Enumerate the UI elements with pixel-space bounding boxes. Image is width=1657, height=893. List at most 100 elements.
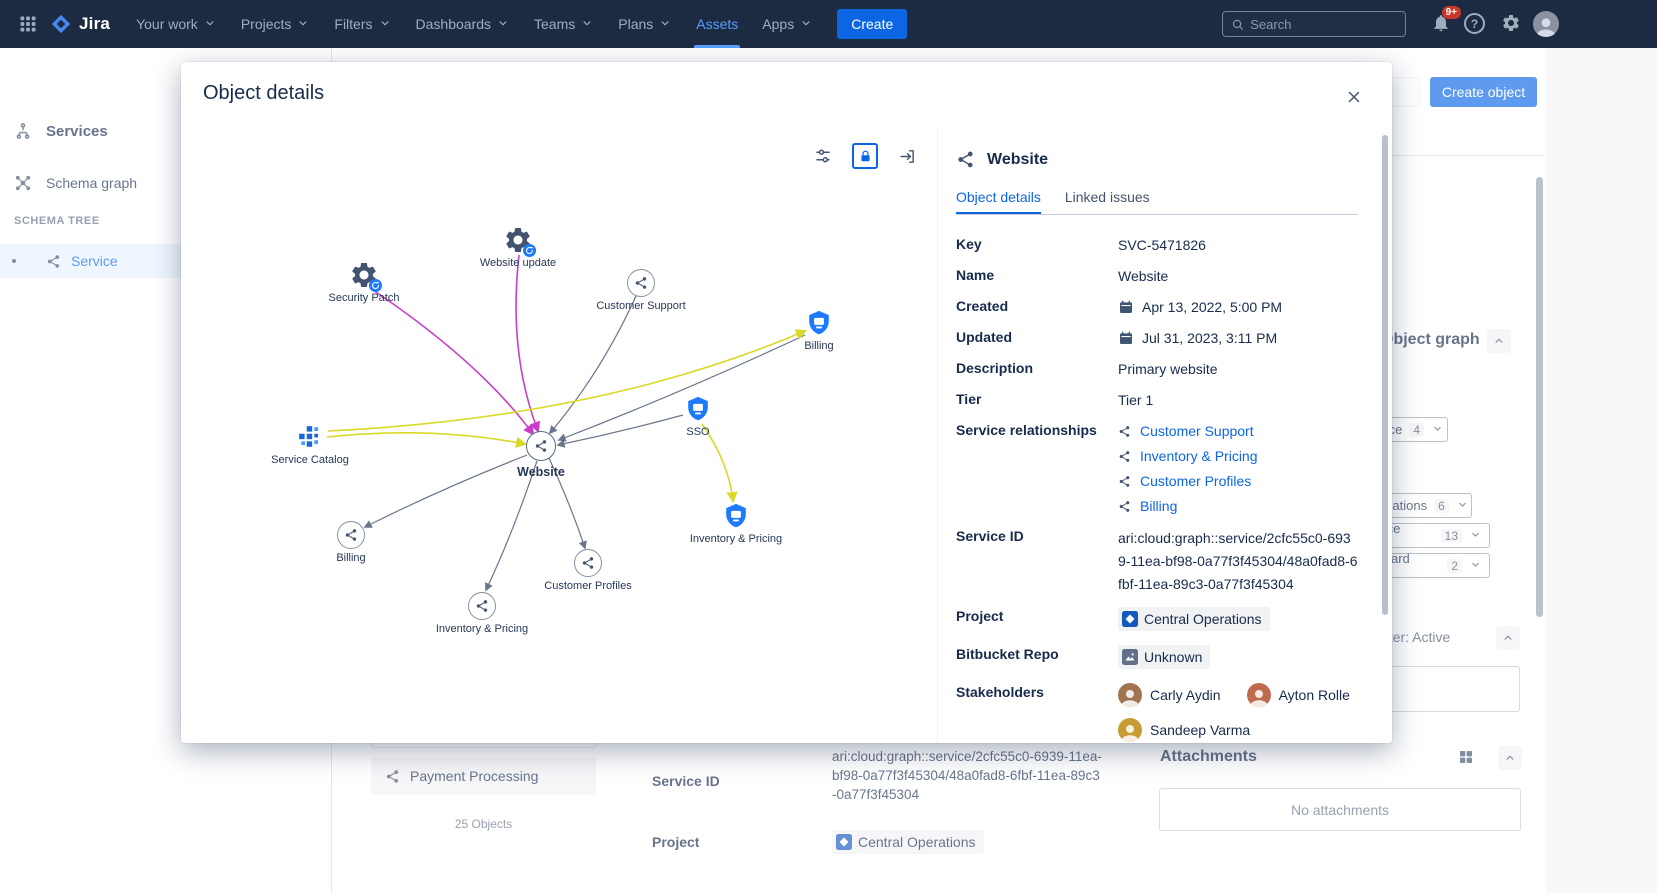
app-switcher-icon[interactable] bbox=[12, 8, 44, 40]
tree-bullet bbox=[12, 259, 16, 263]
graph-node-label: Service Catalog bbox=[271, 454, 349, 466]
schema-tree-section-label: SCHEMA TREE bbox=[14, 215, 100, 227]
tab-linked-issues[interactable]: Linked issues bbox=[1064, 189, 1150, 205]
nav-item-plans[interactable]: Plans bbox=[606, 0, 684, 48]
bitbucket-repo-label: Bitbucket Repo bbox=[956, 646, 1059, 662]
panel-tabs: Object details Linked issues bbox=[956, 189, 1358, 215]
service-id-label: Service ID bbox=[652, 773, 720, 789]
description-label: Description bbox=[956, 360, 1034, 376]
nav-item-your-work[interactable]: Your work bbox=[124, 0, 229, 48]
service-share-icon bbox=[1118, 500, 1131, 513]
change-gear-icon bbox=[503, 225, 536, 257]
filter-active-label[interactable]: Filter: Active bbox=[1374, 629, 1451, 645]
service-share-icon bbox=[1118, 475, 1131, 488]
relationship-link-inventory-pricing[interactable]: Inventory & Pricing bbox=[1118, 446, 1358, 466]
objects-count: 25 Objects bbox=[454, 817, 513, 831]
chevron-down-icon bbox=[496, 16, 510, 33]
list-item-label: Payment Processing bbox=[410, 768, 539, 784]
graph-node-label: Billing bbox=[336, 552, 366, 564]
chevron-down-icon bbox=[378, 16, 392, 33]
graph-node-label: Customer Support bbox=[596, 300, 686, 312]
nav-menu: Your work Projects Filters Dashboards Teams P… bbox=[124, 0, 825, 48]
project-avatar-icon bbox=[1122, 611, 1138, 627]
relationship-link-billing[interactable]: Billing bbox=[1118, 496, 1358, 516]
graph-edge bbox=[326, 432, 528, 448]
nav-item-projects[interactable]: Projects bbox=[229, 0, 323, 48]
stakeholder-carly-aydin[interactable]: Carly Aydin bbox=[1118, 683, 1221, 707]
graph-edge bbox=[515, 254, 541, 434]
relationship-link-customer-profiles[interactable]: Customer Profiles bbox=[1118, 471, 1358, 491]
notifications-button[interactable]: 9+ bbox=[1431, 6, 1461, 38]
panel-scrollbar[interactable] bbox=[1382, 135, 1388, 615]
nav-item-dashboards[interactable]: Dashboards bbox=[404, 0, 523, 48]
help-button[interactable]: ? bbox=[1464, 13, 1485, 34]
page-scrollbar[interactable] bbox=[1536, 177, 1543, 617]
relationship-link-label: Billing bbox=[1140, 498, 1178, 514]
user-avatar[interactable] bbox=[1533, 11, 1559, 37]
graph-edge bbox=[372, 289, 535, 436]
graph-expand-button[interactable] bbox=[894, 143, 920, 169]
service-id-value: ari:cloud:graph::service/2cfc55c0-6939-1… bbox=[832, 749, 1102, 802]
sidebar-item-schema-graph[interactable]: Schema graph bbox=[14, 174, 137, 192]
search-input[interactable] bbox=[1250, 16, 1397, 32]
service-id-value: ari:cloud:graph::service/2cfc55c0-6939-1… bbox=[1118, 530, 1358, 592]
object-name: Website bbox=[987, 150, 1049, 168]
select-count: 2 bbox=[1447, 558, 1462, 573]
name-label: Name bbox=[956, 267, 995, 283]
notification-badge: 9+ bbox=[1441, 6, 1461, 19]
graph-lock-button[interactable] bbox=[852, 143, 878, 169]
nav-item-assets[interactable]: Assets bbox=[684, 0, 750, 48]
stakeholder-name: Carly Aydin bbox=[1150, 687, 1221, 703]
create-object-button[interactable]: Create object bbox=[1430, 77, 1537, 107]
attachments-collapse-chevron-icon[interactable] bbox=[1498, 746, 1522, 770]
close-button[interactable] bbox=[1340, 83, 1368, 111]
attachments-grid-view-icon[interactable] bbox=[1458, 749, 1474, 770]
service-node-icon bbox=[526, 431, 556, 461]
graph-edge bbox=[363, 454, 528, 528]
key-label: Key bbox=[956, 236, 982, 252]
graph-node-label: Inventory & Pricing bbox=[689, 533, 783, 545]
stakeholder-name: Sandeep Varma bbox=[1150, 722, 1251, 738]
settings-button[interactable] bbox=[1501, 13, 1521, 38]
object-list-item-payment-processing[interactable]: Payment Processing bbox=[371, 757, 596, 795]
filter-collapse-chevron-icon[interactable] bbox=[1496, 626, 1520, 650]
service-node-icon bbox=[337, 521, 365, 549]
graph-node-label: Inventory & Pricing bbox=[435, 623, 529, 635]
close-icon bbox=[1348, 91, 1360, 103]
nav-item-apps[interactable]: Apps bbox=[750, 0, 825, 48]
collapse-chevron-icon[interactable] bbox=[1487, 329, 1511, 353]
stakeholder-sandeep-varma[interactable]: Sandeep Varma bbox=[1118, 718, 1250, 742]
jira-logo[interactable]: Jira bbox=[50, 13, 110, 35]
stakeholder-name: Ayton Rolle bbox=[1278, 687, 1350, 703]
project-chip[interactable]: Central Operations bbox=[1118, 607, 1270, 631]
jira-logo-text: Jira bbox=[79, 14, 111, 33]
shield-icon bbox=[722, 502, 750, 530]
tab-object-details[interactable]: Object details bbox=[956, 189, 1041, 214]
nav-item-teams[interactable]: Teams bbox=[522, 0, 606, 48]
calendar-icon bbox=[1120, 331, 1132, 344]
service-node-icon bbox=[574, 549, 602, 577]
relationship-link-label: Customer Profiles bbox=[1140, 473, 1252, 489]
nav-item-filters[interactable]: Filters bbox=[322, 0, 403, 48]
project-value: Central Operations bbox=[1144, 611, 1262, 627]
updated-label: Updated bbox=[956, 329, 1012, 345]
stakeholder-ayton-rolle[interactable]: Ayton Rolle bbox=[1246, 683, 1350, 707]
service-share-icon bbox=[958, 151, 973, 168]
project-chip[interactable]: Central Operations bbox=[832, 830, 984, 854]
updated-value: Jul 31, 2023, 3:11 PM bbox=[1142, 330, 1278, 346]
select-count: 13 bbox=[1440, 528, 1462, 543]
service-share-icon bbox=[47, 254, 60, 268]
description-value: Primary website bbox=[1118, 361, 1218, 377]
graph-node-label: Security Patch bbox=[328, 292, 400, 304]
bitbucket-repo-chip[interactable]: Unknown bbox=[1118, 645, 1211, 669]
relationship-link-label: Inventory & Pricing bbox=[1140, 448, 1258, 464]
create-button[interactable]: Create bbox=[837, 9, 908, 39]
graph-settings-button[interactable] bbox=[810, 143, 836, 169]
tier-value: Tier 1 bbox=[1118, 392, 1154, 408]
gear-icon bbox=[1503, 15, 1519, 31]
service-share-icon bbox=[386, 769, 399, 783]
nav-item-label: Apps bbox=[762, 16, 795, 32]
object-graph-canvas[interactable]: Website update Security Patch Customer Sup… bbox=[181, 128, 937, 743]
relationship-link-customer-support[interactable]: Customer Support bbox=[1118, 421, 1358, 441]
project-label: Project bbox=[956, 608, 1004, 624]
